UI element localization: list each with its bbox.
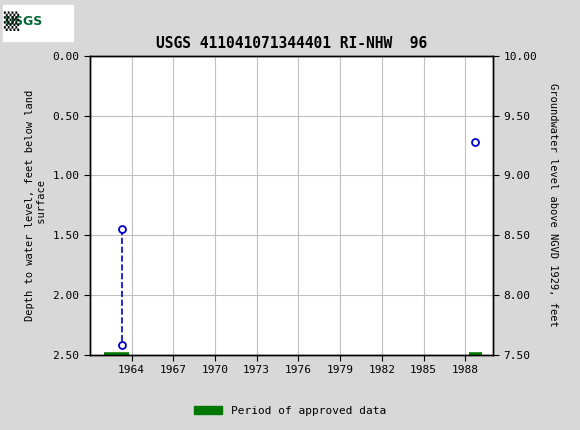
- Bar: [3, 4, 72, 41]
- Text: USGS: USGS: [5, 15, 43, 28]
- Legend: Period of approved data: Period of approved data: [190, 401, 390, 420]
- Y-axis label: Depth to water level, feet below land
 surface: Depth to water level, feet below land su…: [26, 90, 47, 321]
- Text: ▒: ▒: [3, 12, 18, 31]
- Title: USGS 411041071344401 RI-NHW  96: USGS 411041071344401 RI-NHW 96: [156, 36, 427, 51]
- Y-axis label: Groundwater level above NGVD 1929, feet: Groundwater level above NGVD 1929, feet: [548, 83, 559, 327]
